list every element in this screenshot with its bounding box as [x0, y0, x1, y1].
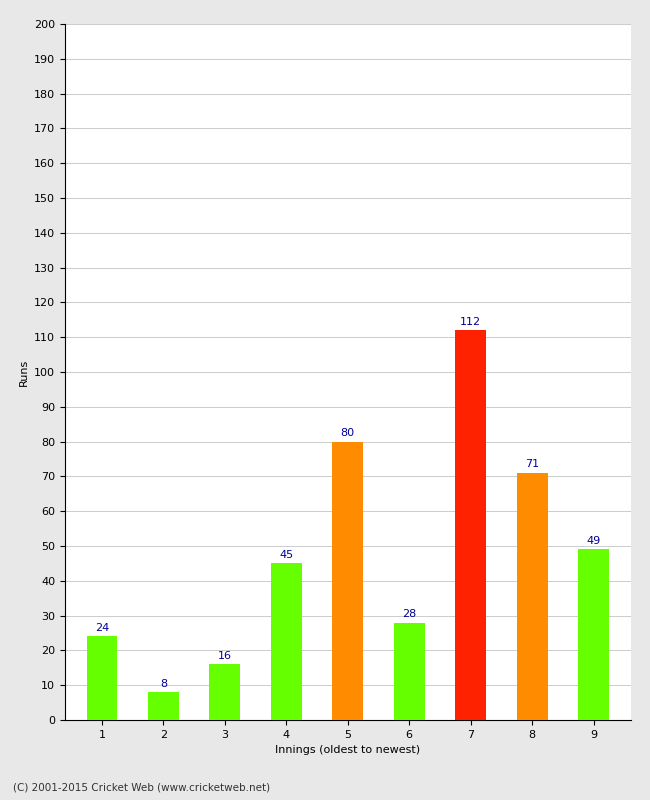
Text: 24: 24: [95, 623, 109, 633]
Bar: [148, 692, 179, 720]
Bar: [271, 563, 302, 720]
Bar: [209, 664, 240, 720]
Text: 71: 71: [525, 459, 540, 470]
Bar: [455, 330, 486, 720]
Bar: [517, 473, 547, 720]
Text: 16: 16: [218, 651, 232, 661]
Text: 8: 8: [160, 678, 167, 689]
Y-axis label: Runs: Runs: [19, 358, 29, 386]
Text: 28: 28: [402, 609, 417, 619]
Text: 45: 45: [280, 550, 293, 560]
X-axis label: Innings (oldest to newest): Innings (oldest to newest): [275, 746, 421, 755]
Text: (C) 2001-2015 Cricket Web (www.cricketweb.net): (C) 2001-2015 Cricket Web (www.cricketwe…: [13, 782, 270, 792]
Text: 112: 112: [460, 317, 481, 326]
Bar: [332, 442, 363, 720]
Text: 49: 49: [586, 536, 601, 546]
Bar: [578, 550, 609, 720]
Bar: [86, 637, 117, 720]
Text: 80: 80: [341, 428, 355, 438]
Bar: [394, 622, 424, 720]
